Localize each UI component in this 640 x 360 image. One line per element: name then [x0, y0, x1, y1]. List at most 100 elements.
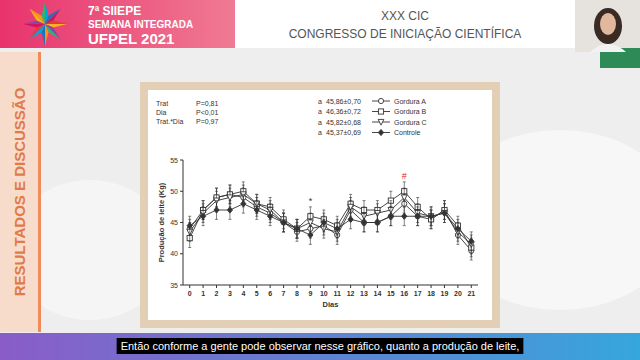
data-point [415, 213, 420, 219]
stat-label: Dia [156, 109, 167, 116]
x-tick-label: 14 [374, 290, 382, 297]
data-point [294, 226, 300, 232]
x-axis-label: Dias [323, 300, 339, 309]
x-tick [243, 285, 244, 288]
data-point [361, 219, 366, 225]
y-tick-label: 50 [170, 188, 178, 195]
data-point [402, 213, 407, 219]
x-tick-label: 7 [282, 290, 286, 297]
x-axis [183, 285, 478, 286]
y-tick [180, 160, 183, 161]
data-point [388, 213, 393, 219]
legend-marker [378, 98, 383, 103]
x-tick [350, 285, 351, 288]
header-subtitle: CONGRESSO DE INICIAÇÃO CIENTÍFICA [289, 26, 522, 41]
data-point [201, 213, 206, 219]
logo [45, 8, 61, 24]
x-tick [457, 285, 458, 288]
x-tick [377, 285, 378, 288]
legend-marker [378, 109, 383, 114]
x-tick [390, 285, 391, 288]
bottom-bar [0, 333, 640, 360]
logo [45, 8, 61, 24]
x-tick [189, 285, 190, 288]
data-point [428, 214, 434, 220]
y-tick [180, 285, 183, 286]
x-tick [323, 285, 324, 288]
slide-frame [140, 82, 500, 328]
x-tick-label: 2 [215, 290, 219, 297]
data-point [469, 238, 474, 244]
caption: Então conforme a gente pode observar nes… [121, 340, 520, 352]
legend-stat: 45,82±0,68 [326, 119, 361, 126]
slide [148, 90, 492, 320]
logo [45, 24, 48, 46]
legend-marker [378, 119, 384, 125]
logo [42, 2, 45, 24]
data-point [375, 219, 380, 225]
annotation: # [402, 171, 407, 181]
x-tick-label: 3 [228, 290, 232, 297]
data-point [361, 220, 366, 225]
webcam-hair [594, 8, 622, 44]
legend-group: a [318, 129, 322, 136]
section-title: RESULTADOS E DISCUSSÃO [11, 87, 28, 296]
legend-label: Gordura A [394, 98, 426, 105]
data-point [281, 220, 287, 226]
x-tick-label: 13 [360, 290, 368, 297]
stat-label: Trat [156, 100, 168, 107]
legend-stat: 45,37±0,69 [326, 129, 361, 136]
x-tick-label: 19 [441, 290, 449, 297]
legend-group: a [318, 108, 322, 115]
data-point [388, 214, 393, 219]
data-point [187, 223, 192, 229]
x-tick-label: 0 [188, 290, 192, 297]
data-point [428, 213, 433, 219]
data-point [321, 219, 326, 225]
banner-edition: 7ª SIIEPE [88, 4, 141, 18]
x-tick-label: 8 [295, 290, 299, 297]
x-tick [270, 285, 271, 288]
legend-label: Controle [394, 129, 421, 136]
header-title: XXX CIC [381, 9, 429, 23]
data-point [268, 213, 273, 219]
x-tick-label: 21 [467, 290, 475, 297]
webcam [575, 0, 640, 52]
section-border [38, 52, 41, 332]
x-tick [203, 285, 204, 288]
x-tick-label: 10 [320, 290, 328, 297]
stat-label: Trat.*Dia [156, 118, 183, 125]
banner-event: SEMANA INTEGRADA [88, 19, 193, 30]
data-point [442, 210, 447, 216]
x-tick [216, 285, 217, 288]
x-tick-label: 1 [201, 290, 205, 297]
data-point [294, 226, 299, 232]
data-point [214, 207, 219, 213]
x-tick [283, 285, 284, 288]
data-point [308, 232, 313, 238]
stat-value: P=0,97 [196, 118, 218, 125]
x-tick [256, 285, 257, 288]
caption-background [117, 338, 524, 354]
x-tick [296, 285, 297, 288]
x-tick [337, 285, 338, 288]
banner [0, 0, 235, 48]
legend-stat: 46,36±0,72 [326, 108, 361, 115]
x-tick [444, 285, 445, 288]
x-tick [404, 285, 405, 288]
banner-place: UFPEL 2021 [88, 30, 174, 47]
data-point [455, 226, 460, 232]
legend-label: Gordura C [394, 119, 427, 126]
x-tick [471, 285, 472, 288]
data-point [281, 219, 286, 225]
x-tick [364, 285, 365, 288]
x-tick-label: 4 [241, 290, 245, 297]
y-tick-label: 35 [170, 282, 178, 289]
x-tick-label: 6 [268, 290, 272, 297]
legend-marker [378, 129, 383, 135]
series-line [190, 194, 472, 244]
data-point [241, 201, 246, 207]
x-tick [229, 285, 230, 288]
x-tick-label: 5 [255, 290, 259, 297]
y-tick [180, 222, 183, 223]
